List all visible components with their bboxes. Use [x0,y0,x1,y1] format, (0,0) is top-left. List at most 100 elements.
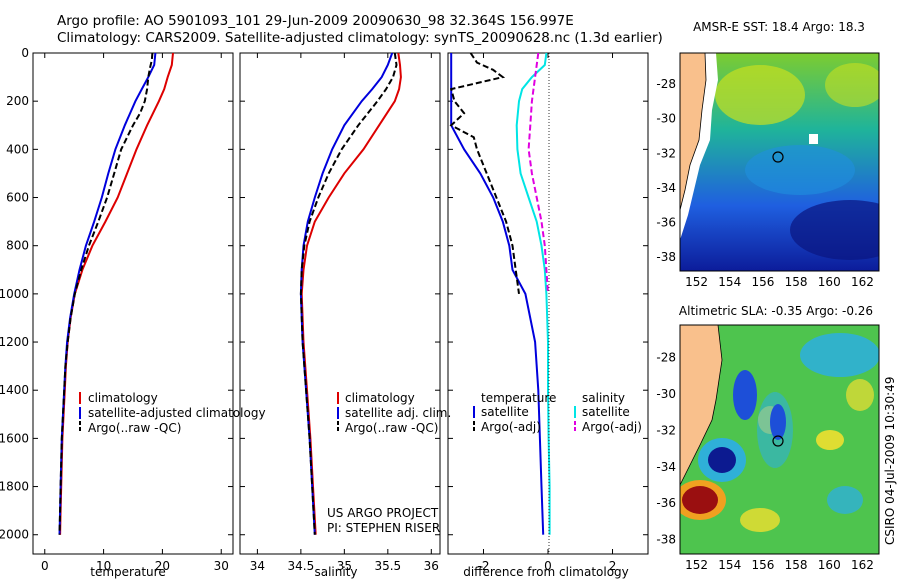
x-tick-label: 0 [41,559,49,573]
map-x-tick-label: 156 [751,275,774,289]
figure-title-line1: Argo profile: AO 5901093_101 29-Jun-2009… [57,13,574,29]
legend-argo: Argo(..raw -QC) [88,421,181,435]
difference-axis-label: difference from climatology [463,565,629,579]
sst-warm-patch [715,65,805,125]
x-tick-label: 20 [155,559,170,573]
sla-map-frame [679,324,880,555]
map-x-tick-label: 162 [851,558,874,572]
sst-cold-patch [790,200,879,260]
map-y-tick-label: -32 [656,423,676,437]
map-y-tick-label: -34 [656,181,676,195]
series-line-argo-raw-qc- [299,52,398,535]
y-tick-label: 0 [21,46,29,60]
profile-lines [58,52,551,535]
map-x-tick-label: 160 [818,558,841,572]
map-y-tick-label: -36 [656,216,676,230]
legend-satellite-adjusted: satellite-adjusted climatology [88,406,266,420]
figure-title-line2: Climatology: CARS2009. Satellite-adjuste… [57,30,663,46]
y-tick-label: 600 [6,191,29,205]
sla-low-patch [800,333,879,377]
map-y-tick-label: -34 [656,460,676,474]
sla-low-patch [827,486,863,514]
legend-salinity-header: salinity [582,391,625,405]
sla-float-marker [772,435,784,447]
legend-climatology: climatology [88,391,158,405]
y-tick-label: 400 [6,142,29,156]
legend-sal-argo: Argo(-adj) [582,420,642,434]
map-x-tick-label: 154 [718,275,741,289]
sst-warm-patch [825,63,879,107]
difference-panel-frame [447,52,649,555]
x-tick-label: 35 [337,559,352,573]
temperature-panel-frame [32,52,234,555]
map-y-tick-label: -30 [656,112,676,126]
map-x-tick-label: 158 [785,275,808,289]
x-tick-label: 36 [424,559,439,573]
salinity-panel-frame [239,52,441,555]
series-line-temperature-argo-adj- [449,52,520,295]
map-y-tick-label: -36 [656,496,676,510]
series-line-climatology [59,52,174,535]
legend-climatology: climatology [345,391,415,405]
y-tick-label: 2000 [0,528,29,542]
y-tick-label: 1800 [0,480,29,494]
sst-float-marker [772,151,784,163]
x-tick-label: 34 [250,559,265,573]
map-x-tick-label: 160 [818,275,841,289]
x-tick-label: 0 [544,559,552,573]
series-line-argo-raw-qc- [58,52,154,535]
sla-map-title: Altimetric SLA: -0.35 Argo: -0.26 [679,304,873,318]
temperature-axis-label: temperature [90,565,165,579]
difference-legend: temperature salinity satellite Argo(-adj… [473,391,642,434]
sst-map-title: AMSR-E SST: 18.4 Argo: 18.3 [693,20,865,34]
sla-low-core [770,404,786,440]
x-tick-label: 2 [609,559,617,573]
sla-low-patch [733,370,757,420]
sla-high-core [682,486,718,514]
x-tick-label: -2 [477,559,489,573]
map-x-tick-label: 154 [718,558,741,572]
y-tick-label: 800 [6,239,29,253]
pi-annotation: PI: STEPHEN RISER [327,521,440,535]
y-tick-label: 1200 [0,335,29,349]
map-y-tick-label: -38 [656,250,676,264]
sla-high-patch [846,379,874,411]
legend-temperature-header: temperature [481,391,556,405]
x-tick-label: 34.5 [288,559,315,573]
project-annotation: US ARGO PROJECT [327,506,439,520]
y-tick-label: 1000 [0,287,29,301]
sst-map-frame [679,52,880,272]
legend-argo: Argo(..raw -QC) [345,421,438,435]
map-y-tick-label: -28 [656,77,676,91]
series-line-salinity-argo-adj- [527,52,549,294]
series-line-climatology [300,52,402,535]
map-y-tick-label: -30 [656,387,676,401]
map-y-tick-label: -32 [656,146,676,160]
sla-high-patch [816,430,844,450]
legend-temp-satellite: satellite [481,405,529,419]
sla-map [680,325,879,554]
legend-sal-satellite: satellite [582,405,630,419]
sst-map [680,53,879,271]
map-x-tick-label: 162 [851,275,874,289]
salinity-axis-label: salinity [314,565,357,579]
series-line-temperature-satellite [450,53,545,535]
map-x-tick-label: 152 [685,275,708,289]
sst-cool-patch [745,145,855,195]
map-y-tick-label: -38 [656,532,676,546]
sst-land [680,53,707,211]
sla-land [680,325,723,486]
series-line-salinity-satellite [515,52,551,535]
map-y-tick-label: -28 [656,351,676,365]
legend-temp-argo: Argo(-adj) [481,420,541,434]
sst-missing-pixel [809,134,818,144]
x-tick-label: 30 [214,559,229,573]
y-tick-label: 200 [6,94,29,108]
sla-low-core [708,447,736,473]
x-tick-label: 35.5 [374,559,401,573]
x-tick-label: 10 [96,559,111,573]
map-x-tick-label: 156 [751,558,774,572]
temperature-legend: climatology satellite-adjusted climatolo… [79,391,266,435]
map-x-tick-label: 158 [785,558,808,572]
